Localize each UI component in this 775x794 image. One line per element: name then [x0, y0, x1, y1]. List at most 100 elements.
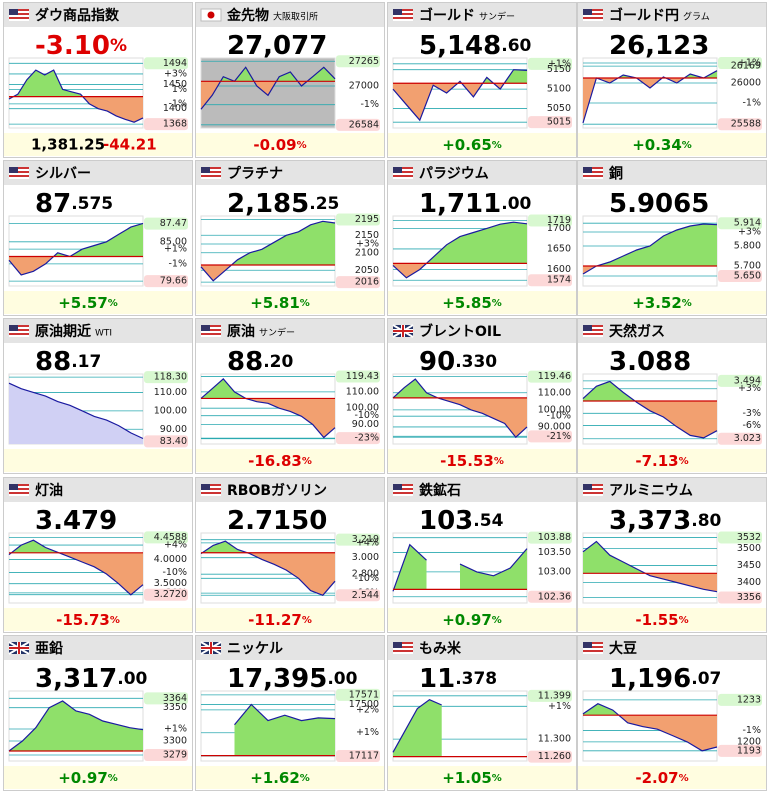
area [9, 383, 143, 444]
flag-stripe [201, 171, 221, 173]
change-unit: % [492, 140, 502, 151]
panel-header [196, 161, 384, 185]
change-value: +3.52 [632, 294, 682, 312]
flag-stripe [201, 177, 221, 179]
price-int: 2.7150 [227, 506, 327, 536]
price-int: 5.9065 [609, 189, 709, 219]
flag-stripe [393, 169, 413, 171]
chart-frame [392, 690, 528, 762]
change-unit: % [679, 773, 689, 784]
panel: 金先物 大阪取引所 27,077 27265 27000 -1% 26584 -0.09% [195, 2, 385, 158]
y-tick-label: +4% [164, 540, 187, 551]
flag [200, 641, 222, 655]
y-tick-label: 2.544 [352, 590, 379, 601]
y-tick-label: 3.2720 [154, 589, 187, 600]
change: -0.09% [253, 136, 306, 154]
price-int: 27,077 [227, 31, 327, 61]
y-tick-label: 1200 [737, 736, 761, 747]
flag-stripe [393, 177, 413, 179]
flag-stripe [583, 484, 603, 486]
change-unit: % [682, 140, 692, 151]
tick-box [528, 430, 572, 443]
panel: 鉄鉱石 103.54 103.88 103.50 103.00 102.36 +0.97% [387, 477, 577, 633]
y-tick-label: 26000 [731, 78, 761, 89]
flag-stripe [583, 325, 603, 327]
price-frac: .60 [501, 36, 531, 56]
bottom-band [4, 291, 192, 314]
tick-box [528, 689, 572, 702]
flag-stripe [583, 642, 603, 644]
y-tick-label: 1233 [737, 694, 761, 705]
flag-stripe [393, 173, 413, 175]
commodity-name: 灯油 [35, 482, 63, 499]
flag-stripe [9, 15, 29, 17]
flag-stripe [583, 329, 603, 331]
flag [393, 484, 413, 496]
commodity-name: 大豆 [609, 640, 637, 657]
y-tick-label: +1% [548, 58, 571, 69]
tick-box [336, 213, 380, 226]
y-tick-label: 4.0000 [154, 554, 187, 565]
y-tick-label: 2.800 [352, 569, 379, 580]
flag [201, 325, 221, 337]
tick-box [336, 750, 380, 763]
price: 88.20 [227, 347, 293, 377]
y-tick-label: 119.43 [346, 371, 379, 382]
flag-stripe [393, 488, 413, 490]
commodity-name: ダウ商品指数 [35, 7, 120, 24]
tick-box [336, 276, 380, 289]
y-tick-label: 5100 [547, 84, 571, 95]
change: +1.05% [442, 769, 502, 787]
tick-box [528, 750, 572, 763]
commodity-name: 原油 [227, 323, 255, 340]
y-tick-label: -1% [169, 258, 188, 269]
flag [583, 642, 603, 654]
flag-canton [9, 325, 18, 331]
flag-stripe [201, 175, 221, 177]
y-tick-label: 3.000 [352, 552, 379, 563]
y-tick-label: 3532 [737, 532, 761, 543]
area-down [437, 397, 527, 438]
flag [583, 325, 603, 337]
price-line [8, 69, 144, 123]
price-line [8, 700, 144, 752]
change-unit: % [110, 615, 120, 626]
commodity-name: 銅 [609, 165, 623, 182]
flag-canton [393, 484, 402, 490]
change-unit: % [492, 773, 502, 784]
flag-stripe [9, 494, 29, 496]
chart-frame [8, 690, 144, 762]
change-value: -16.83 [248, 452, 302, 470]
panel-header [578, 319, 766, 343]
panel-header [388, 319, 576, 343]
flag-stripe [201, 488, 221, 490]
y-tick-label: 5150 [547, 64, 571, 75]
price-line [459, 548, 528, 577]
y-tick-label: 2050 [355, 265, 379, 276]
flag-stripe [393, 642, 413, 644]
y-tick-label: 110.00 [154, 387, 187, 398]
area-up [234, 704, 335, 756]
price-line [582, 223, 718, 275]
change-value: +5.81 [250, 294, 300, 312]
price-int: 88 [227, 347, 263, 377]
flag-stripe [583, 488, 603, 490]
tick-box [336, 589, 380, 602]
y-tick-label: +1% [164, 724, 187, 735]
commodity-name: アルミニウム [609, 483, 693, 499]
y-tick-label: 2195 [355, 214, 379, 225]
y-tick-label: 1450 [163, 79, 187, 90]
change-unit: % [679, 615, 689, 626]
price: -3.10% [35, 31, 127, 61]
y-tick-label: 87.47 [160, 218, 187, 229]
flag-stripe [393, 19, 413, 21]
flag-stripe [393, 11, 413, 13]
bottom-band [4, 766, 192, 789]
bottom-band [578, 449, 766, 472]
y-tick-label: 3500 [737, 543, 761, 554]
change-unit: % [300, 298, 310, 309]
tick-box [144, 371, 188, 384]
change: +0.97% [58, 769, 118, 787]
